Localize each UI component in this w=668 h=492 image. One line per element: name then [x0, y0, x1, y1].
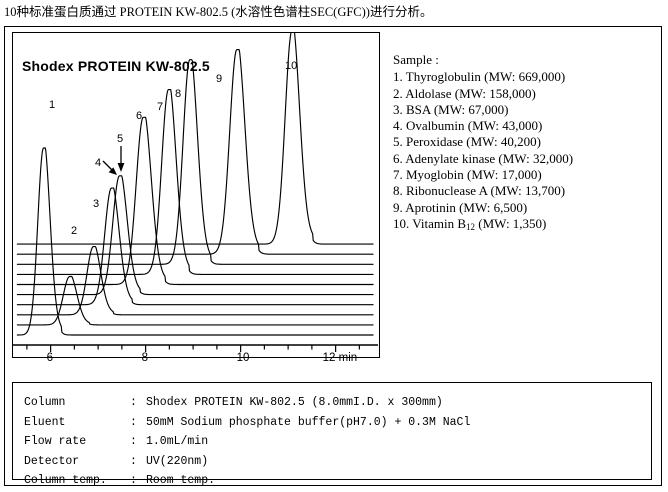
sample-item: 9. Aprotinin (MW: 6,500) [393, 199, 528, 215]
peak-number-label: 3 [93, 198, 100, 210]
conditions-value: UV(220nm) [146, 454, 209, 468]
conditions-key: Flow rate [24, 435, 87, 449]
sample-item: 5. Peroxidase (MW: 40,200) [393, 134, 541, 150]
peak-number-label: 4 [95, 157, 102, 169]
conditions-row: Column: Shodex PROTEIN KW-802.5 (8.0mmI.D… [24, 394, 470, 412]
conditions-key: Column temp. [24, 474, 107, 488]
page-border [4, 26, 662, 486]
sample-item: 2. Aldolase (MW: 158,000) [393, 85, 536, 101]
chromatogram-trace [16, 33, 374, 245]
chromatogram-trace [16, 116, 374, 286]
conditions-separator: : [130, 396, 137, 409]
x-tick-label: 8 [141, 352, 149, 364]
chromatogram-trace [16, 147, 374, 336]
conditions-border [12, 382, 652, 480]
peak-number-label: 1 [49, 99, 56, 111]
figure-caption: 10种标准蛋白质通过 PROTEIN KW-802.5 (水溶性色谱柱SEC(G… [4, 5, 433, 19]
sample-item: 8. Ribonuclease A (MW: 13,700) [393, 183, 566, 199]
peak-number-label: 6 [136, 110, 143, 122]
sample-item-subscript: 12 [466, 221, 476, 232]
conditions-row: Flow rate:1.0mL/min [24, 433, 470, 451]
chromatogram-trace [16, 246, 374, 316]
conditions-key: Column [24, 396, 66, 409]
conditions-value: Shodex PROTEIN KW-802.5 (8.0mmI.D. x 300… [146, 396, 443, 409]
chart-title: Shodex PROTEIN KW-802.5 [22, 58, 210, 74]
sample-item: 6. Adenylate kinase (MW: 32,000) [393, 150, 574, 166]
sample-item: 10. Vitamin B12 (MW: 1,350) [393, 216, 659, 235]
conditions-separator: : [130, 415, 137, 429]
sample-item: 3. BSA (MW: 67,000) [393, 101, 509, 117]
conditions-key: Detector [24, 454, 80, 468]
sample-list: Sample : 1. Thyroglobulin (MW: 669,000) 2… [393, 52, 659, 235]
chromatogram-trace [16, 89, 374, 275]
sample-item: 7. Myoglobin (MW: 17,000) [393, 167, 542, 183]
peak-number-label: 10 [285, 60, 298, 72]
conditions-value: 50mM Sodium phosphate buffer(pH7.0) + 0.… [146, 415, 471, 429]
conditions-row: Column temp.: Room temp. [24, 472, 470, 490]
sample-item-text: 10. Vitamin B [393, 215, 467, 231]
conditions-separator: : [130, 435, 137, 449]
conditions-value: 1.0mL/min [146, 435, 209, 449]
peak-number-label: 7 [157, 101, 164, 113]
conditions-row: Eluent:50mM Sodium phosphate buffer(pH7.… [24, 414, 470, 432]
chromatogram-plot [12, 32, 380, 358]
sample-item: 4. Ovalbumin (MW: 43,000) [393, 118, 543, 134]
peak-number-label: 8 [175, 88, 182, 100]
conditions-separator: : [130, 474, 137, 488]
sample-item: 1. Thyroglobulin (MW: 669,000) [393, 69, 566, 85]
conditions-table: Column: Shodex PROTEIN KW-802.5 (8.0mmI.D… [22, 392, 472, 492]
chromatogram-svg [13, 33, 378, 352]
sample-item-text-tail: (MW: 1,350) [475, 215, 547, 231]
chromatogram-trace [16, 275, 374, 326]
peak-number-label: 5 [117, 133, 124, 145]
x-tick-label: 6 [46, 352, 54, 364]
conditions-row: Detector: UV(220nm) [24, 453, 470, 471]
sample-list-heading: Sample : [393, 52, 439, 67]
conditions-separator: : [130, 454, 137, 468]
conditions-value: Room temp. [146, 474, 216, 488]
peak-number-label: 2 [71, 225, 78, 237]
peak-number-label: 9 [216, 73, 223, 85]
chromatogram-trace [16, 175, 374, 296]
x-tick-label: 10 [236, 352, 250, 364]
chromatogram-trace [16, 49, 374, 255]
conditions-key: Eluent [24, 415, 66, 429]
x-tick-label: 12 min [322, 352, 358, 364]
chromatogram-trace [16, 59, 374, 265]
sample-items: 1. Thyroglobulin (MW: 669,000) 2. Aldolas… [393, 69, 659, 235]
chromatogram-trace [16, 187, 374, 306]
